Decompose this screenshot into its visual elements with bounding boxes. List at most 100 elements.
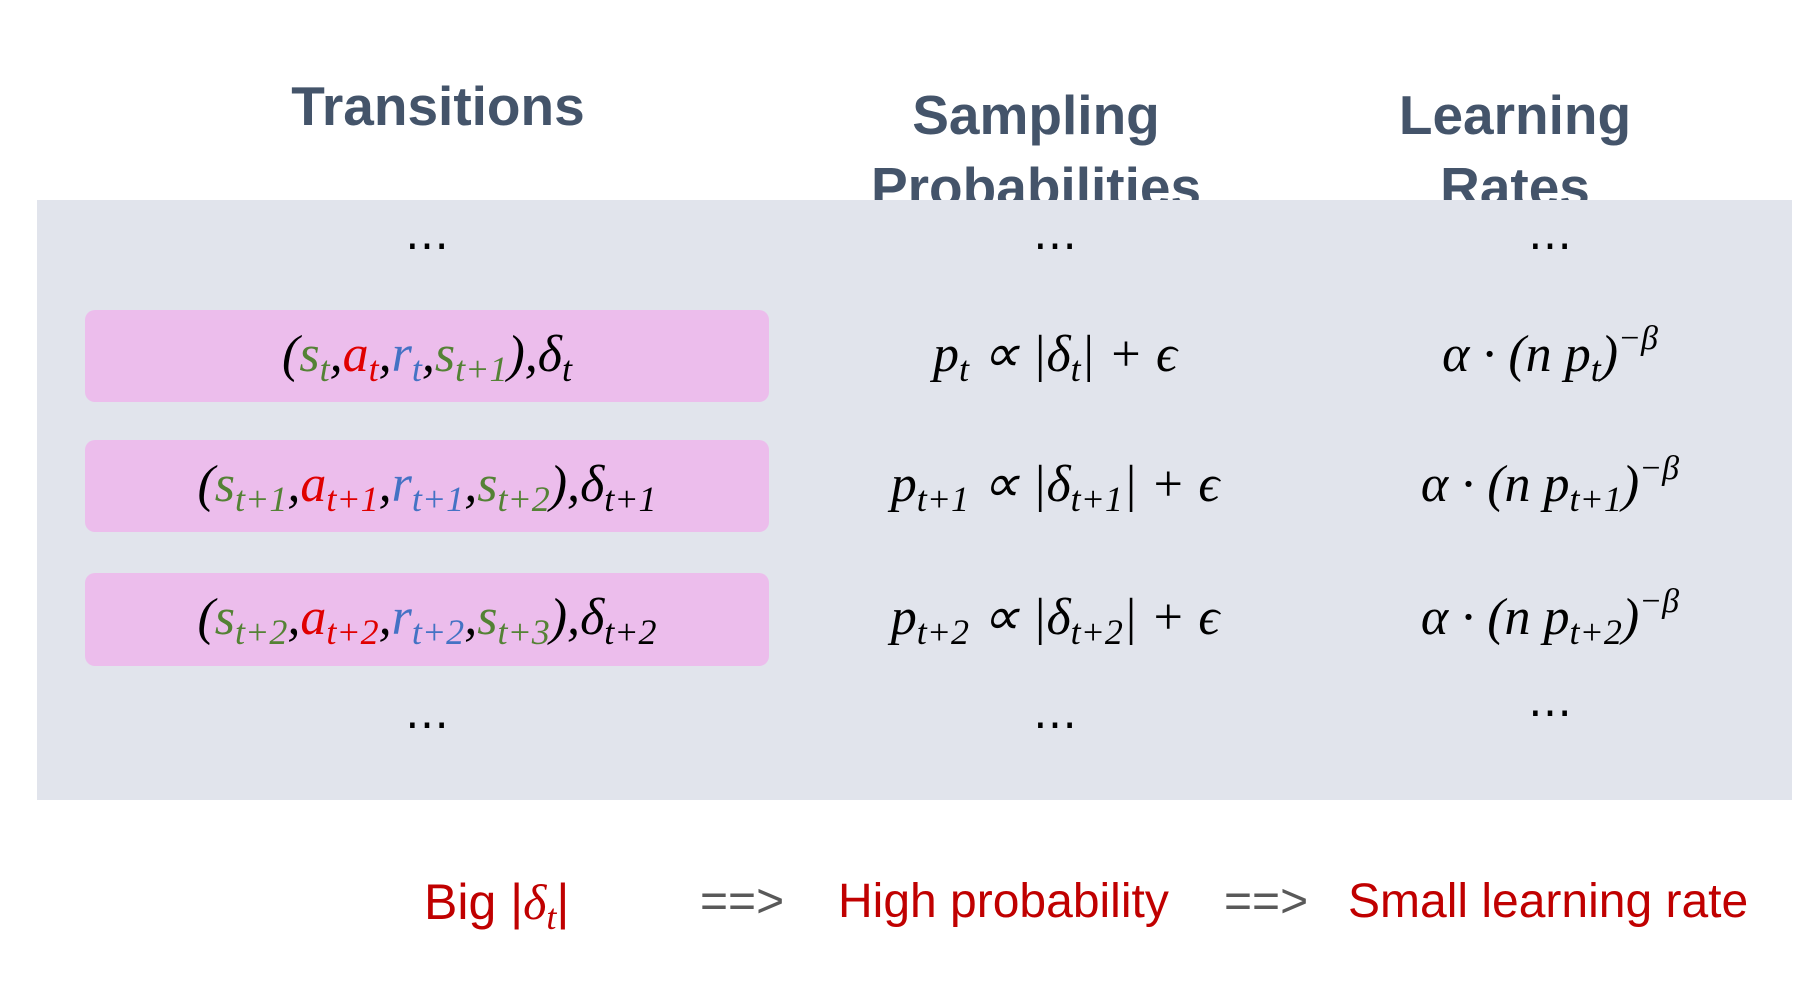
math-text: ), xyxy=(507,326,538,383)
math-subscript: t+2 xyxy=(1569,612,1622,652)
math-superscript: −β xyxy=(1639,450,1680,487)
math-part: α · (n xyxy=(1421,589,1544,646)
math-part: , xyxy=(464,589,477,646)
math-part: , xyxy=(464,456,477,513)
math-text: r xyxy=(391,456,412,513)
math-text: p xyxy=(1543,456,1570,513)
math-text: , xyxy=(464,456,478,513)
math-part: st+2 xyxy=(477,456,550,517)
math-subscript: t+1 xyxy=(604,479,657,519)
math-part: α · (n xyxy=(1442,326,1565,383)
math-part: ∝ | xyxy=(969,326,1046,383)
math-part: rt+2 xyxy=(391,589,465,650)
math-part: ( xyxy=(282,326,299,383)
math-text: ( xyxy=(197,589,215,646)
math-text: δ xyxy=(1046,326,1071,383)
math-subscript: t+1 xyxy=(455,349,508,389)
column-header: Transitions xyxy=(291,75,585,137)
math-part: ( xyxy=(197,589,214,646)
footer-effect: High probability xyxy=(838,875,1169,928)
formula: pt ∝ |δt| + ϵ xyxy=(830,310,1280,400)
math-text: p xyxy=(890,589,917,646)
math-part: st xyxy=(299,326,329,387)
ellipsis: ⋯ xyxy=(1528,688,1572,737)
math-part: δt+1 xyxy=(580,456,656,517)
math-subscript: t+1 xyxy=(326,479,379,519)
math-subscript: t xyxy=(546,897,557,937)
math-part: st+2 xyxy=(215,589,288,650)
formula: pt+2 ∝ |δt+2| + ϵ xyxy=(830,573,1280,663)
footer-cause: Big |δt| xyxy=(424,872,570,935)
math-part: ), xyxy=(550,589,580,646)
math-part: δt xyxy=(537,326,572,387)
math-subscript: t+2 xyxy=(411,612,465,652)
footer-arrow: ==> xyxy=(1224,875,1309,928)
math-part: pt+2 xyxy=(890,589,969,650)
math-text: ) xyxy=(1621,589,1640,646)
footer-effect: Small learning rate xyxy=(1348,875,1749,928)
math-text: ∝ | xyxy=(969,589,1047,646)
formula: α · (n pt)−β xyxy=(1330,310,1770,400)
math-part: )−β xyxy=(1601,322,1658,384)
math-text: α · (n xyxy=(1420,589,1544,646)
ellipsis: ⋯ xyxy=(405,700,449,749)
math-subscript: t+1 xyxy=(235,479,288,519)
math-text: r xyxy=(391,589,412,646)
math-part: )−β xyxy=(1621,452,1679,514)
math-text: | + ϵ xyxy=(1080,326,1177,383)
math-text: δ xyxy=(580,456,605,513)
math-subscript: t xyxy=(319,349,330,389)
ellipsis: ⋯ xyxy=(1033,221,1077,270)
ellipsis: ⋯ xyxy=(1033,700,1077,749)
math-text: ), xyxy=(549,589,581,646)
formula: (st,at,rt,st+1),δt xyxy=(85,310,769,400)
math-part: ∝ | xyxy=(969,589,1046,646)
math-part: , xyxy=(379,456,392,513)
math-part: δt+2 xyxy=(1046,589,1122,650)
math-part: pt xyxy=(1564,326,1601,387)
math-text: p xyxy=(933,326,959,383)
math-text: p xyxy=(1543,589,1570,646)
ellipsis: ⋯ xyxy=(1528,221,1572,270)
formula: (st+2,at+2,rt+2,st+3),δt+2 xyxy=(85,573,769,663)
formula: (st+1,at+1,rt+1,st+2),δt+1 xyxy=(85,440,769,530)
math-part: ∝ | xyxy=(969,456,1046,513)
math-subscript: t+3 xyxy=(497,612,550,652)
row-highlight xyxy=(85,573,769,666)
math-part: pt xyxy=(933,326,969,387)
math-part: pt+1 xyxy=(891,456,969,517)
math-subscript: t xyxy=(1590,349,1601,389)
math-text: , xyxy=(329,326,343,383)
formula: α · (n pt+2)−β xyxy=(1330,573,1770,663)
math-part: , xyxy=(422,326,435,383)
math-part: )−β xyxy=(1621,585,1679,647)
formula: α · (n pt+1)−β xyxy=(1330,440,1770,530)
math-part: δt+1 xyxy=(1046,456,1122,517)
math-text: ) xyxy=(1621,456,1640,513)
math-text: Big | xyxy=(424,874,524,930)
math-subscript: t+2 xyxy=(235,612,288,652)
math-text: , xyxy=(378,589,392,646)
math-subscript: t xyxy=(1070,349,1081,389)
math-text: ), xyxy=(549,456,581,513)
math-part: δt+2 xyxy=(580,589,656,650)
math-subscript: t xyxy=(411,349,422,389)
math-text: p xyxy=(1564,326,1591,383)
math-text: s xyxy=(434,326,456,383)
math-part: δt xyxy=(1046,326,1080,387)
math-text: , xyxy=(378,326,392,383)
math-text: a xyxy=(300,589,327,646)
math-part: st+3 xyxy=(477,589,550,650)
math-text: δ xyxy=(537,326,562,383)
math-superscript: −β xyxy=(1618,320,1658,357)
math-part: ( xyxy=(197,456,214,513)
math-part: at+2 xyxy=(300,589,378,650)
math-part: , xyxy=(287,589,300,646)
ellipsis: ⋯ xyxy=(405,221,449,270)
math-text: | xyxy=(556,874,570,930)
math-text: , xyxy=(464,589,478,646)
math-part: at xyxy=(343,326,379,387)
math-subscript: t+1 xyxy=(916,479,970,519)
math-subscript: t+1 xyxy=(1070,479,1123,519)
